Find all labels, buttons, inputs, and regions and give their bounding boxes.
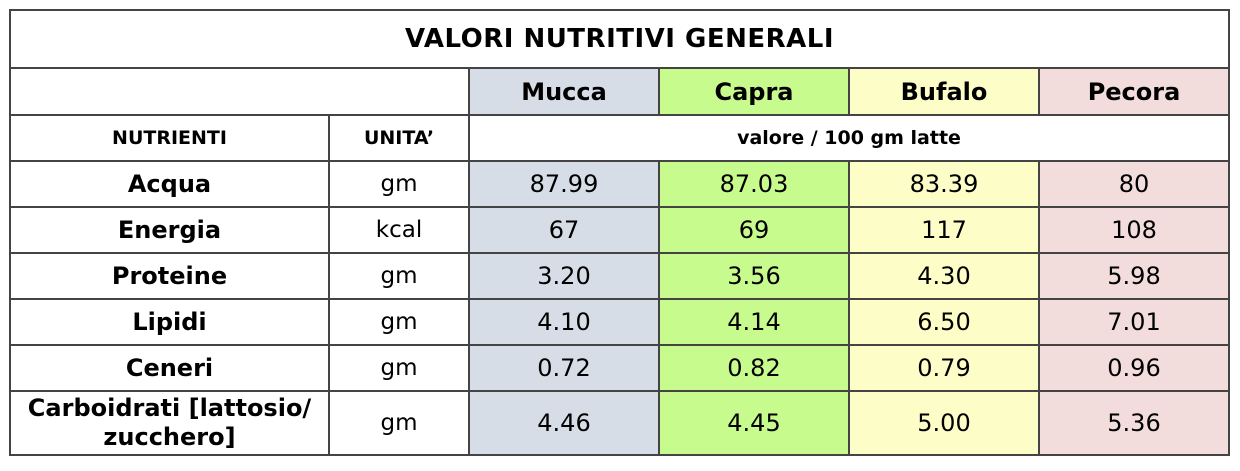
value-bufalo: 117 xyxy=(848,206,1040,254)
value-capra: 87.03 xyxy=(658,160,850,208)
animal-header-pecora: Pecora xyxy=(1038,67,1230,116)
value-capra: 4.45 xyxy=(658,390,850,456)
table-row: Acqua gm 87.99 87.03 83.39 80 xyxy=(9,160,1230,208)
animal-header-row: Mucca Capra Bufalo Pecora xyxy=(9,67,1230,116)
nutrient-unit: gm xyxy=(328,344,470,392)
value-bufalo: 5.00 xyxy=(848,390,1040,456)
nutrient-column-header: NUTRIENTI xyxy=(9,114,330,162)
value-mucca: 87.99 xyxy=(468,160,660,208)
table-row: Carboidrati [lattosio/ zucchero] gm 4.46 4.… xyxy=(9,390,1230,456)
value-mucca: 4.46 xyxy=(468,390,660,456)
nutrient-unit: gm xyxy=(328,390,470,456)
value-pecora: 5.36 xyxy=(1038,390,1230,456)
nutrition-table: VALORI NUTRITIVI GENERALI Mucca Capra Bu… xyxy=(9,9,1230,456)
nutrient-unit: kcal xyxy=(328,206,470,254)
empty-header-cell xyxy=(9,67,470,116)
value-column-header: valore / 100 gm latte xyxy=(468,114,1230,162)
table-row: Energia kcal 67 69 117 108 xyxy=(9,206,1230,254)
nutrient-name: Acqua xyxy=(9,160,330,208)
value-capra: 69 xyxy=(658,206,850,254)
value-bufalo: 0.79 xyxy=(848,344,1040,392)
nutrient-unit: gm xyxy=(328,298,470,346)
value-capra: 4.14 xyxy=(658,298,850,346)
nutrient-unit: gm xyxy=(328,252,470,300)
value-mucca: 4.10 xyxy=(468,298,660,346)
table-title: VALORI NUTRITIVI GENERALI xyxy=(9,9,1230,69)
animal-header-bufalo: Bufalo xyxy=(848,67,1040,116)
nutrient-name: Lipidi xyxy=(9,298,330,346)
value-capra: 3.56 xyxy=(658,252,850,300)
nutrient-unit: gm xyxy=(328,160,470,208)
value-pecora: 80 xyxy=(1038,160,1230,208)
value-mucca: 0.72 xyxy=(468,344,660,392)
nutrient-name: Ceneri xyxy=(9,344,330,392)
value-bufalo: 83.39 xyxy=(848,160,1040,208)
value-pecora: 0.96 xyxy=(1038,344,1230,392)
nutrient-name: Proteine xyxy=(9,252,330,300)
value-mucca: 3.20 xyxy=(468,252,660,300)
value-mucca: 67 xyxy=(468,206,660,254)
table-row: Ceneri gm 0.72 0.82 0.79 0.96 xyxy=(9,344,1230,392)
title-row: VALORI NUTRITIVI GENERALI xyxy=(9,9,1230,69)
value-pecora: 108 xyxy=(1038,206,1230,254)
value-bufalo: 6.50 xyxy=(848,298,1040,346)
column-header-row: NUTRIENTI UNITA’ valore / 100 gm latte xyxy=(9,114,1230,162)
value-pecora: 7.01 xyxy=(1038,298,1230,346)
nutrient-name: Energia xyxy=(9,206,330,254)
animal-header-capra: Capra xyxy=(658,67,850,116)
table-row: Lipidi gm 4.10 4.14 6.50 7.01 xyxy=(9,298,1230,346)
unit-column-header: UNITA’ xyxy=(328,114,470,162)
nutrient-name: Carboidrati [lattosio/ zucchero] xyxy=(9,390,330,456)
animal-header-mucca: Mucca xyxy=(468,67,660,116)
table-row: Proteine gm 3.20 3.56 4.30 5.98 xyxy=(9,252,1230,300)
value-pecora: 5.98 xyxy=(1038,252,1230,300)
value-capra: 0.82 xyxy=(658,344,850,392)
value-bufalo: 4.30 xyxy=(848,252,1040,300)
